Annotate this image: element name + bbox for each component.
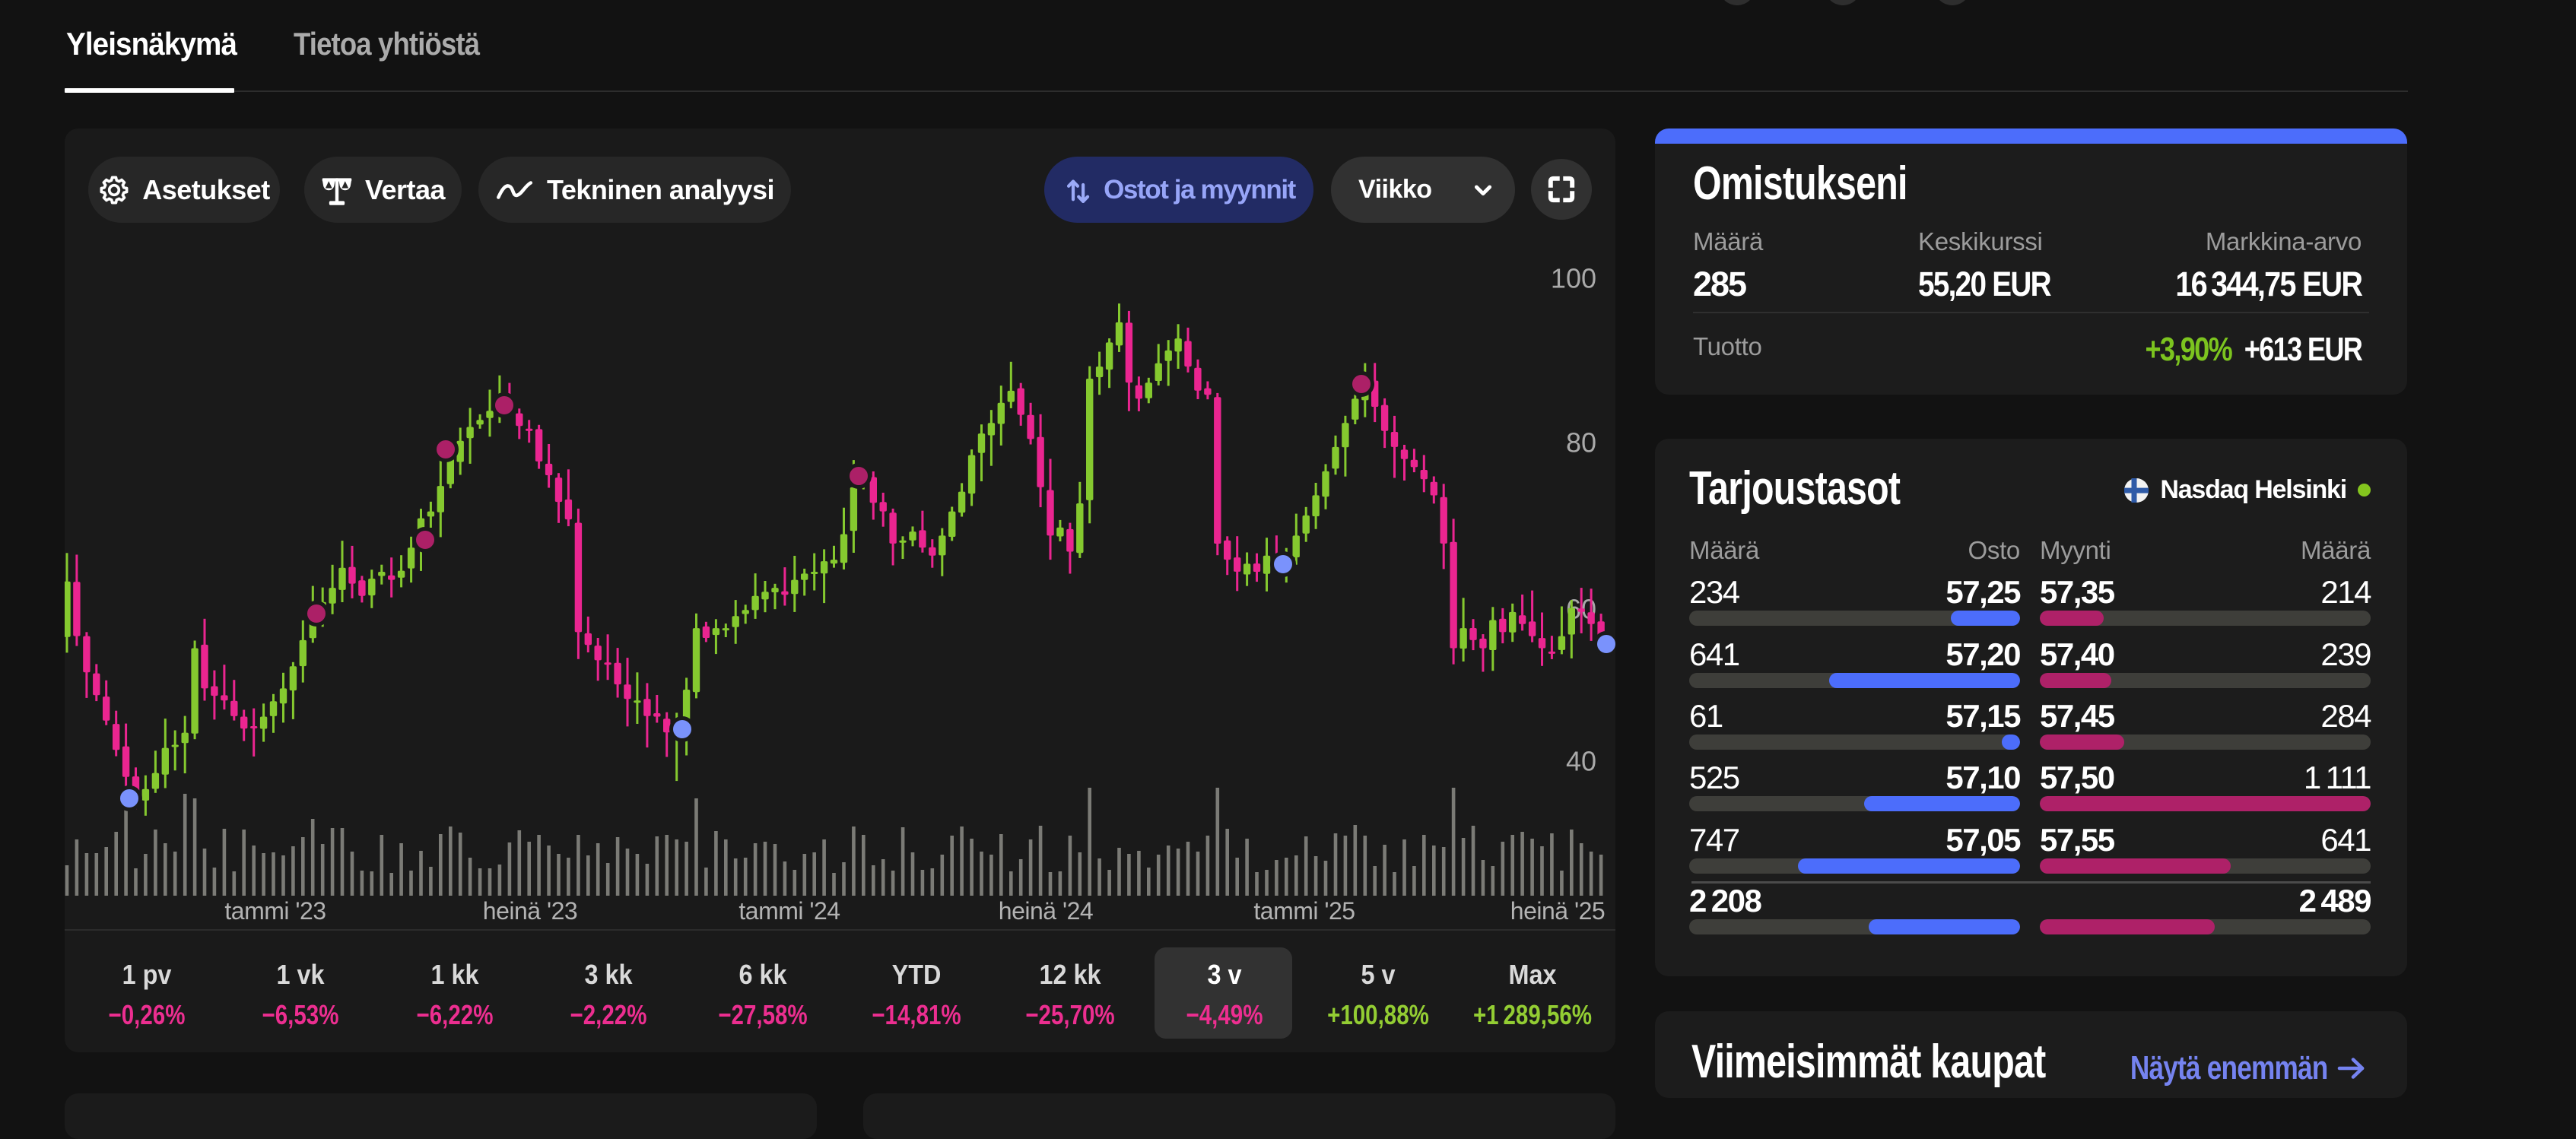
- svg-text:tammi '25: tammi '25: [1253, 897, 1355, 925]
- svg-text:heinä '25: heinä '25: [1510, 897, 1605, 925]
- svg-text:tammi '24: tammi '24: [738, 897, 840, 925]
- svg-text:40: 40: [1566, 746, 1596, 777]
- svg-text:heinä '23: heinä '23: [483, 897, 577, 925]
- svg-text:100: 100: [1551, 263, 1596, 294]
- svg-text:80: 80: [1566, 427, 1596, 458]
- svg-text:tammi '23: tammi '23: [224, 897, 326, 925]
- svg-text:heinä '24: heinä '24: [999, 897, 1093, 925]
